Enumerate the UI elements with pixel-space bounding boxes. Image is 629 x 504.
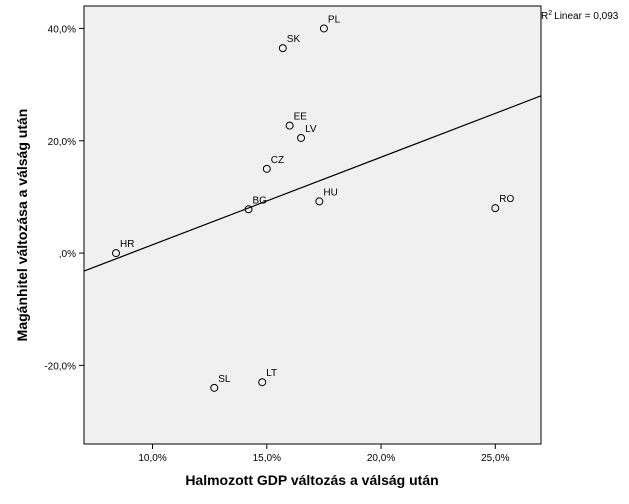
- data-point: [315, 197, 324, 206]
- axis-ticks: 10,0% 15,0% 20,0% 25,0% -20,0% ,0% 20,0% 40,0%: [44, 24, 509, 464]
- point-label: LV: [305, 124, 317, 135]
- point-label: SK: [287, 34, 301, 45]
- point-label: LT: [266, 368, 277, 379]
- plot-area: [83, 5, 542, 445]
- y-tick-label: 40,0%: [48, 24, 76, 35]
- x-tick-label: 15,0%: [253, 453, 281, 464]
- y-tick-label: 20,0%: [48, 137, 76, 148]
- point-label: SL: [218, 374, 231, 385]
- data-point: [297, 133, 306, 142]
- x-tick-label: 20,0%: [367, 453, 395, 464]
- point-label: PL: [328, 14, 341, 25]
- y-tick-label: -20,0%: [44, 361, 76, 372]
- data-point: [210, 383, 219, 392]
- x-tick-label: 25,0%: [481, 453, 509, 464]
- data-point: [491, 204, 500, 213]
- point-label: CZ: [271, 155, 284, 166]
- x-tick-label: 10,0%: [138, 453, 166, 464]
- x-axis-title: Halmozott GDP változás a válság után: [185, 472, 438, 488]
- data-point: [278, 44, 287, 53]
- data-point: [258, 378, 267, 387]
- data-point: [319, 24, 328, 33]
- regression-line-group: [83, 95, 542, 272]
- point-label: HU: [323, 187, 337, 198]
- r2-superscript: 2: [548, 10, 552, 17]
- regression-line: [83, 95, 542, 272]
- point-label: BG: [253, 195, 268, 206]
- data-point: [244, 205, 253, 214]
- y-tick-label: ,0%: [59, 249, 76, 260]
- r2-prefix: R: [541, 11, 548, 22]
- point-label: EE: [294, 112, 308, 123]
- point-label: RO: [499, 194, 514, 205]
- data-point: [285, 121, 294, 130]
- data-point: [111, 249, 120, 258]
- data-point: [262, 164, 271, 173]
- r2-annotation: R2 Linear = 0,093: [541, 10, 619, 22]
- y-axis-title: Magánhitel változása a válság után: [14, 109, 30, 342]
- point-label: HR: [120, 239, 134, 250]
- r2-label: Linear = 0,093: [554, 11, 619, 22]
